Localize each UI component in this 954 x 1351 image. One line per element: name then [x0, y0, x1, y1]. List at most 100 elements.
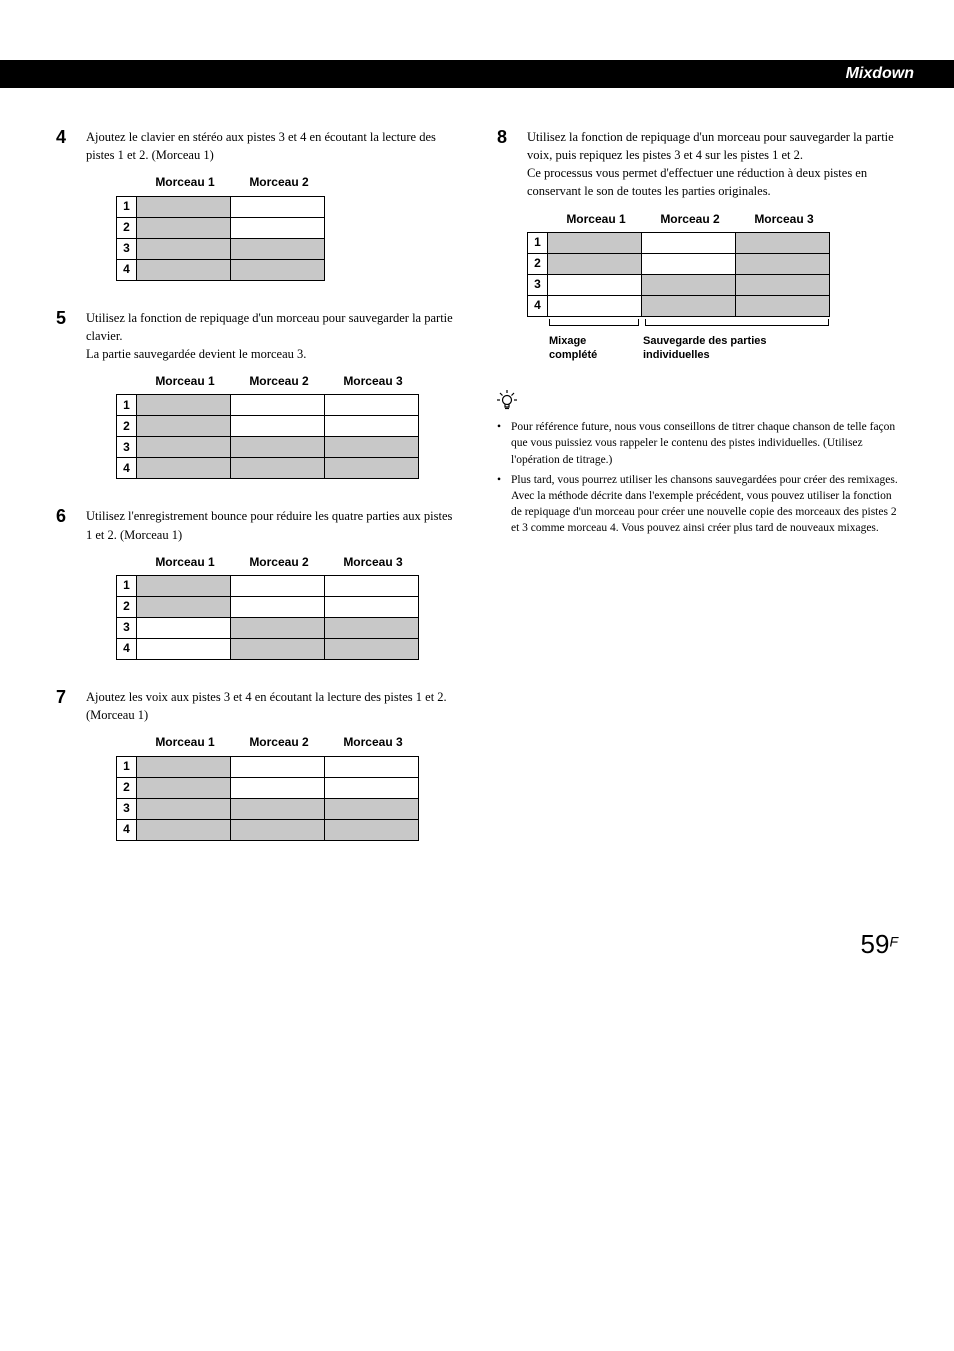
row-number: 1	[117, 196, 137, 217]
step-number: 7	[56, 688, 70, 845]
row-number: 3	[117, 798, 137, 819]
col-header: Morceau 2	[232, 734, 326, 751]
track-cell	[231, 196, 325, 217]
track-cell	[137, 798, 231, 819]
step-body: Utilisez l'enregistrement bounce pour ré…	[86, 507, 457, 664]
track-cell	[231, 458, 325, 479]
col-header: Morceau 3	[737, 211, 831, 228]
col-header: Morceau 3	[326, 373, 420, 390]
row-number: 4	[117, 819, 137, 840]
caption-text: complété	[549, 349, 597, 361]
tip-item: • Plus tard, vous pourrez utiliser les c…	[497, 472, 898, 536]
track-cell	[325, 756, 419, 777]
table-headers: Morceau 1 Morceau 2 Morceau 3	[116, 734, 420, 751]
track-table-4: 1234	[116, 196, 325, 281]
step-text: Ajoutez le clavier en stéréo aux pistes …	[86, 128, 457, 164]
track-cell	[548, 274, 642, 295]
left-column: 4 Ajoutez le clavier en stéréo aux piste…	[56, 128, 457, 869]
track-cell	[137, 437, 231, 458]
page-num-main: 59	[861, 929, 890, 959]
row-number: 3	[117, 618, 137, 639]
col-header: Morceau 1	[138, 734, 232, 751]
track-cell	[325, 798, 419, 819]
step-number: 8	[497, 128, 511, 366]
track-cell	[642, 232, 736, 253]
track-cell	[642, 253, 736, 274]
step-text: Utilisez la fonction de repiquage d'un m…	[527, 128, 898, 164]
track-cell	[325, 437, 419, 458]
track-table-6: 1234	[116, 575, 419, 660]
col-header: Morceau 2	[232, 373, 326, 390]
row-number: 2	[117, 597, 137, 618]
row-number: 4	[528, 295, 548, 316]
table-7-wrap: Morceau 1 Morceau 2 Morceau 3 1234	[116, 734, 457, 840]
track-cell	[736, 232, 830, 253]
step-8: 8 Utilisez la fonction de repiquage d'un…	[497, 128, 898, 366]
tip-text: Plus tard, vous pourrez utiliser les cha…	[511, 472, 898, 488]
table-8-wrap: Morceau 1 Morceau 2 Morceau 3 1234 Mixag…	[527, 211, 898, 363]
bracket-left	[549, 319, 639, 326]
step-text: La partie sauvegardée devient le morceau…	[86, 345, 457, 363]
track-cell	[231, 798, 325, 819]
track-cell	[137, 576, 231, 597]
caption-text: Sauvegarde des parties	[643, 335, 767, 347]
track-cell	[231, 597, 325, 618]
table-headers: Morceau 1 Morceau 2 Morceau 3	[116, 373, 420, 390]
row-number: 4	[117, 458, 137, 479]
track-table-8: 1234	[527, 232, 830, 317]
row-number: 4	[117, 639, 137, 660]
track-cell	[137, 416, 231, 437]
track-cell	[137, 618, 231, 639]
table-4-wrap: Morceau 1 Morceau 2 1234	[116, 174, 457, 280]
tip-item: • Pour référence future, nous vous conse…	[497, 419, 898, 467]
track-cell	[137, 597, 231, 618]
tip-text-group: Plus tard, vous pourrez utiliser les cha…	[511, 472, 898, 536]
track-cell	[231, 416, 325, 437]
track-cell	[325, 639, 419, 660]
caption-text: Mixage	[549, 335, 586, 347]
track-cell	[231, 217, 325, 238]
caption-text: individuelles	[643, 349, 710, 361]
track-cell	[642, 295, 736, 316]
col-header: Morceau 2	[232, 174, 326, 191]
bracket-right	[645, 319, 829, 326]
track-cell	[231, 819, 325, 840]
step-text: Ajoutez les voix aux pistes 3 et 4 en éc…	[86, 688, 457, 724]
row-number: 3	[117, 437, 137, 458]
track-cell	[325, 597, 419, 618]
table-5-wrap: Morceau 1 Morceau 2 Morceau 3 1234	[116, 373, 457, 479]
track-cell	[137, 217, 231, 238]
step-5: 5 Utilisez la fonction de repiquage d'un…	[56, 309, 457, 484]
track-cell	[137, 458, 231, 479]
track-cell	[325, 819, 419, 840]
col-header: Morceau 2	[643, 211, 737, 228]
col-header: Morceau 3	[326, 734, 420, 751]
col-header: Morceau 1	[138, 174, 232, 191]
track-table-5: 1234	[116, 394, 419, 479]
step-number: 5	[56, 309, 70, 484]
header-title: Mixdown	[846, 65, 914, 83]
track-cell	[325, 458, 419, 479]
row-number: 2	[528, 253, 548, 274]
track-cell	[325, 416, 419, 437]
row-number: 3	[117, 238, 137, 259]
track-cell	[325, 576, 419, 597]
track-cell	[231, 238, 325, 259]
tip-text: Pour référence future, nous vous conseil…	[511, 419, 898, 467]
bracket-row	[549, 319, 898, 331]
track-cell	[137, 756, 231, 777]
track-cell	[642, 274, 736, 295]
track-cell	[736, 295, 830, 316]
step-6: 6 Utilisez l'enregistrement bounce pour …	[56, 507, 457, 664]
track-cell	[231, 639, 325, 660]
row-number: 4	[117, 259, 137, 280]
caption-row: Mixage complété Sauvegarde des parties i…	[549, 335, 898, 363]
col-header: Morceau 1	[138, 373, 232, 390]
row-number: 2	[117, 217, 137, 238]
track-cell	[137, 819, 231, 840]
row-number: 2	[117, 777, 137, 798]
track-cell	[137, 238, 231, 259]
right-column: 8 Utilisez la fonction de repiquage d'un…	[497, 128, 898, 869]
track-cell	[231, 259, 325, 280]
bullet-dot: •	[497, 472, 505, 536]
